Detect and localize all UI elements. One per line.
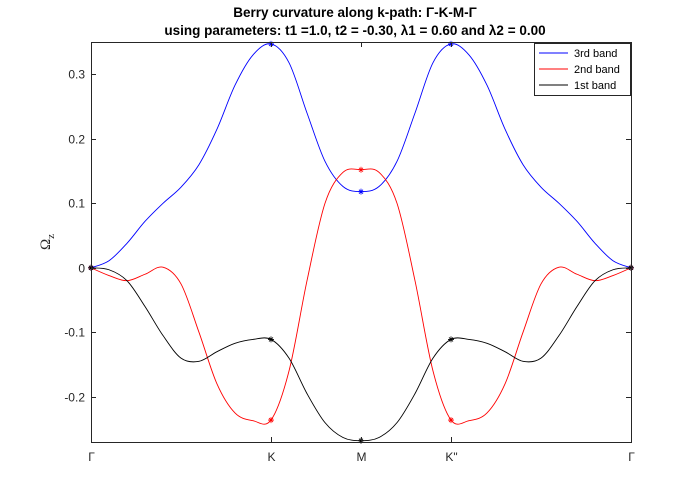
x-tick-label: K <box>267 450 275 464</box>
series-3-marker-3 <box>448 336 454 343</box>
x-tick-label: Γ <box>88 450 95 464</box>
x-tick-label: M <box>357 450 367 464</box>
series-1-marker-2 <box>358 188 364 195</box>
chart-title-line1: Berry curvature along k-path: Γ-K-M-Γ <box>233 5 477 20</box>
y-axis-label: Ωz <box>38 234 57 250</box>
series-3-marker-1 <box>268 336 274 343</box>
y-axis-label-sub: z <box>45 234 57 239</box>
legend-label-1: 3rd band <box>574 48 617 60</box>
plot-area <box>91 42 631 442</box>
x-ticks: Γ K M K" Γ <box>88 42 635 464</box>
y-tick-label: 0.1 <box>68 197 85 211</box>
y-tick-label: 0.3 <box>68 68 85 82</box>
series-2-marker-1 <box>268 417 274 424</box>
legend: 3rd band 2nd band 1st band <box>534 43 631 96</box>
y-ticks: -0.2 -0.1 0 0.1 0.2 0.3 <box>64 68 631 405</box>
series-2-marker-2 <box>358 166 364 173</box>
x-tick-label: Γ <box>628 450 635 464</box>
y-tick-label: 0.2 <box>68 133 85 147</box>
y-axis-label-main: Ω <box>38 239 54 250</box>
legend-label-3: 1st band <box>574 80 616 92</box>
y-tick-label: 0 <box>78 262 85 276</box>
y-tick-label: -0.2 <box>64 391 85 405</box>
chart-title-line2: using parameters: t1 =1.0, t2 = -0.30, λ… <box>164 23 545 38</box>
series-2-marker-3 <box>448 417 454 424</box>
y-tick-label: -0.1 <box>64 326 85 340</box>
legend-label-2: 2nd band <box>574 64 620 76</box>
x-tick-label: K" <box>445 450 457 464</box>
